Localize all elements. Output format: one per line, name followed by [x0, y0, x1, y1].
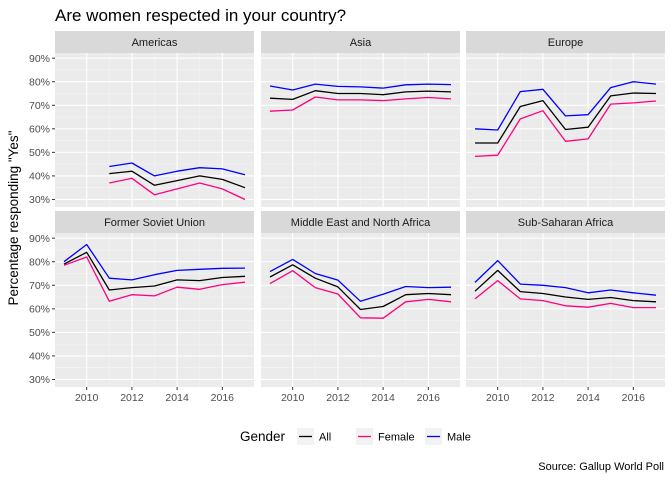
- y-tick-label: 30%: [29, 194, 50, 206]
- strip-label-sub-saharan-africa: Sub-Saharan Africa: [518, 217, 614, 229]
- y-tick-label: 40%: [29, 351, 50, 363]
- series-line-all-asia: [269, 90, 452, 101]
- series-line-male-europe: [474, 81, 657, 131]
- x-tick-label: 2016: [417, 392, 441, 404]
- strip-europe: [466, 31, 665, 53]
- y-tick-label: 80%: [29, 76, 50, 88]
- series-line-male-asia: [269, 83, 452, 91]
- y-tick-label: 50%: [29, 327, 50, 339]
- series-line-all-americas: [109, 170, 246, 189]
- series-line-all-europe: [475, 92, 657, 144]
- panel-former-soviet-union: Former Soviet Union 30% 40% 50% 60% 70% 80% 90%…: [29, 211, 254, 404]
- source-caption: Source: Gallup World Poll: [538, 461, 664, 473]
- x-tick-label: 2012: [120, 392, 144, 404]
- legend: Gender All Female Male: [240, 428, 471, 445]
- x-tick-label: 2014: [576, 392, 600, 404]
- strip-middle-east-and-north-africa: [261, 211, 460, 233]
- strip-americas: [55, 31, 254, 53]
- panel-europe: Europe: [466, 31, 665, 207]
- x-tick-label: 2012: [326, 392, 350, 404]
- x-tick-label: 2010: [281, 392, 305, 404]
- series-line-female-americas: [109, 177, 246, 201]
- y-tick-label: 90%: [29, 233, 50, 245]
- chart-title: Are women respected in your country?: [55, 6, 346, 25]
- series-line-all-former-soviet-union: [63, 251, 246, 291]
- x-tick-label: 2014: [371, 392, 395, 404]
- y-axis-label: Percentage responding "Yes": [6, 130, 21, 305]
- legend-title: Gender: [240, 429, 286, 444]
- panel-americas: Americas 30% 40% 50% 60% 70% 80% 90%: [29, 31, 254, 207]
- y-tick-label: 70%: [29, 100, 50, 112]
- y-tick-label: 30%: [29, 374, 50, 386]
- y-tick-label: 80%: [29, 256, 50, 268]
- x-tick-label: 2010: [486, 392, 510, 404]
- x-tick-label: 2010: [75, 392, 99, 404]
- panel-middle-east-and-north-africa: Middle East and North Africa 2010 2012 2014…: [261, 211, 460, 404]
- strip-label-americas: Americas: [132, 37, 178, 49]
- x-tick-label: 2016: [622, 392, 646, 404]
- series-line-male-former-soviet-union: [63, 243, 246, 281]
- x-tick-label: 2016: [211, 392, 235, 404]
- strip-former-soviet-union: [55, 211, 254, 233]
- series-line-male-middle-east-and-north-africa: [269, 258, 452, 302]
- series-line-male-sub-saharan-africa: [474, 259, 657, 296]
- y-tick-label: 90%: [29, 53, 50, 65]
- y-tick-label: 60%: [29, 304, 50, 316]
- y-tick-label: 50%: [29, 147, 50, 159]
- strip-label-europe: Europe: [548, 37, 583, 49]
- series-line-female-former-soviet-union: [63, 256, 246, 302]
- facet-panels: Americas 30% 40% 50% 60% 70% 80% 90% Asia Europe F…: [29, 31, 665, 404]
- series-line-all-middle-east-and-north-africa: [269, 264, 452, 311]
- y-tick-label: 60%: [29, 124, 50, 136]
- panel-sub-saharan-africa: Sub-Saharan Africa 2010 2012 2014 2016: [466, 211, 665, 404]
- series-line-female-europe: [474, 100, 657, 158]
- panel-asia: Asia: [261, 31, 460, 207]
- strip-label-middle-east-and-north-africa: Middle East and North Africa: [291, 217, 431, 229]
- y-tick-label: 70%: [29, 280, 50, 292]
- x-tick-label: 2014: [165, 392, 189, 404]
- strip-label-asia: Asia: [350, 37, 372, 49]
- strip-asia: [261, 31, 460, 53]
- legend-label-male: Male: [447, 432, 471, 444]
- series-line-all-sub-saharan-africa: [474, 269, 657, 303]
- series-line-female-middle-east-and-north-africa: [269, 270, 452, 319]
- series-line-male-americas: [109, 162, 246, 177]
- strip-label-former-soviet-union: Former Soviet Union: [104, 217, 205, 229]
- strip-sub-saharan-africa: [466, 211, 665, 233]
- x-tick-label: 2012: [531, 392, 555, 404]
- legend-label-female: Female: [378, 432, 415, 444]
- y-tick-label: 40%: [29, 171, 50, 183]
- series-line-female-asia: [269, 96, 452, 112]
- series-line-female-sub-saharan-africa: [474, 279, 656, 309]
- legend-label-all: All: [319, 432, 331, 444]
